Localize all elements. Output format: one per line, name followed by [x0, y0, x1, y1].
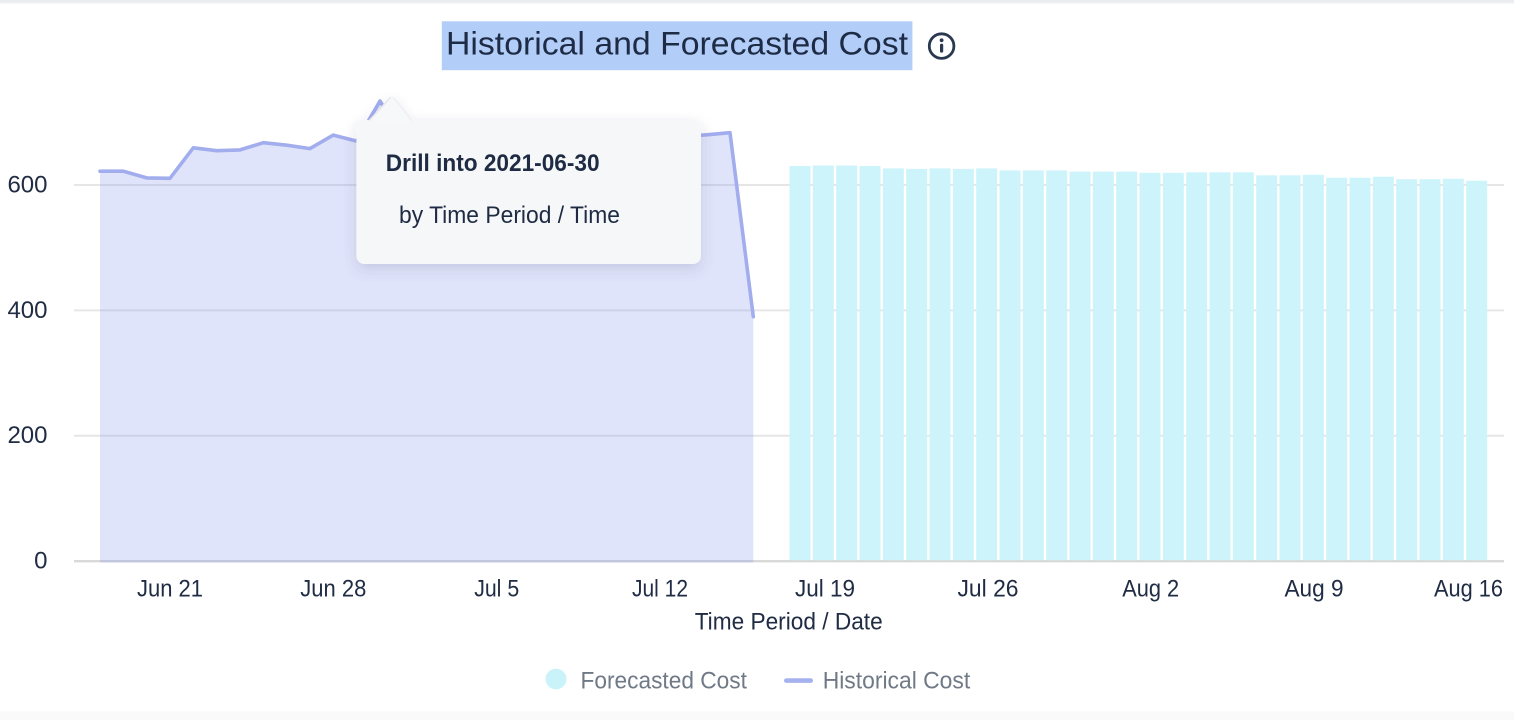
svg-text:Jun 21: Jun 21 [137, 576, 203, 603]
svg-text:400: 400 [7, 297, 47, 324]
svg-text:0: 0 [34, 548, 47, 575]
svg-text:by Time Period / Time: by Time Period / Time [399, 202, 620, 229]
svg-text:Time Period / Date: Time Period / Date [695, 609, 883, 636]
svg-text:Forecasted Cost: Forecasted Cost [581, 667, 748, 694]
svg-text:Jun 28: Jun 28 [300, 576, 366, 603]
svg-text:Aug 16: Aug 16 [1434, 576, 1503, 603]
svg-text:Jul 5: Jul 5 [474, 576, 519, 603]
svg-text:Jul 12: Jul 12 [632, 576, 688, 603]
svg-text:Aug 2: Aug 2 [1122, 576, 1179, 603]
svg-text:Drill into 2021-06-30: Drill into 2021-06-30 [386, 150, 600, 177]
svg-text:Historical Cost: Historical Cost [823, 667, 971, 694]
svg-text:Aug 9: Aug 9 [1285, 576, 1344, 603]
svg-text:600: 600 [7, 171, 47, 198]
svg-text:200: 200 [7, 422, 47, 449]
svg-text:Jul 26: Jul 26 [958, 576, 1019, 603]
svg-text:Jul 19: Jul 19 [795, 576, 855, 603]
svg-text:Historical and Forecasted Cost: Historical and Forecasted Cost [446, 25, 908, 61]
